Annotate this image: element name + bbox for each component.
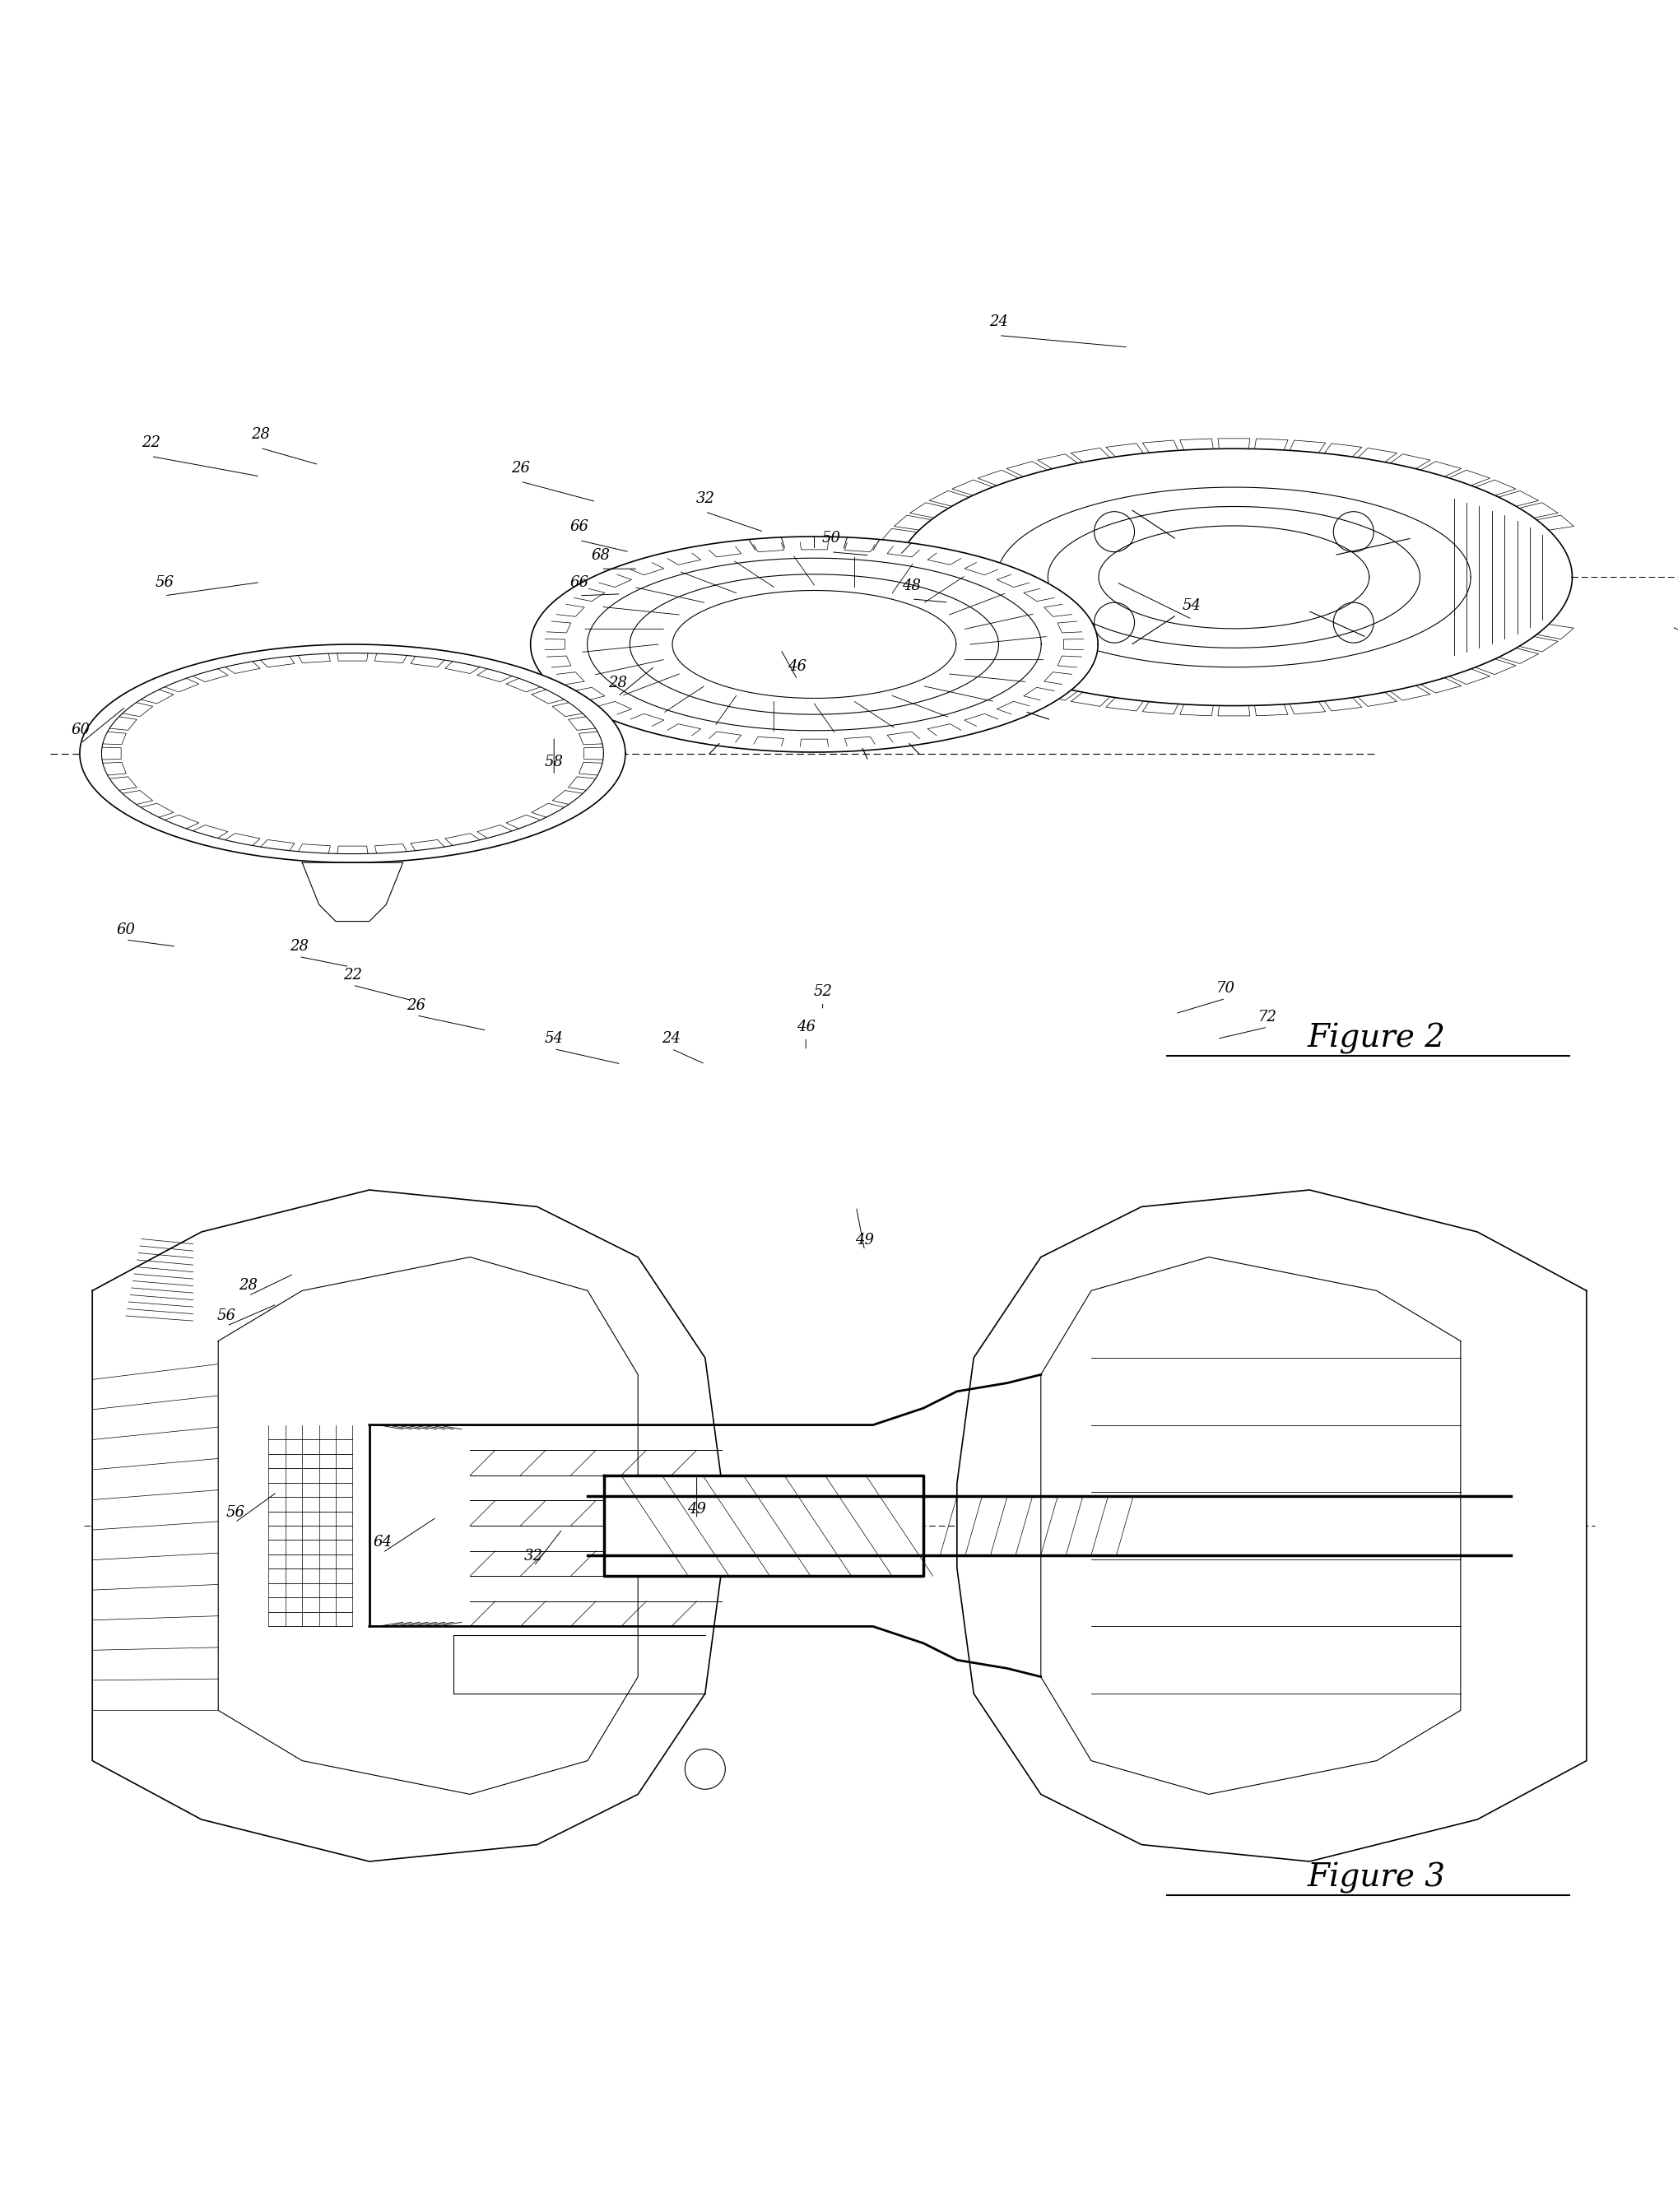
Polygon shape	[1040, 1256, 1460, 1794]
Text: 28: 28	[289, 940, 309, 953]
Text: 54: 54	[1181, 597, 1201, 613]
Text: 26: 26	[406, 998, 426, 1013]
Text: 60: 60	[70, 723, 91, 737]
Text: 28: 28	[607, 675, 628, 690]
Text: Figure 2: Figure 2	[1307, 1024, 1445, 1055]
Text: 28: 28	[250, 427, 270, 442]
Text: 32: 32	[695, 491, 715, 507]
Text: 56: 56	[154, 575, 175, 591]
Polygon shape	[530, 538, 1097, 752]
Text: 56: 56	[225, 1504, 245, 1520]
Text: 56: 56	[216, 1310, 237, 1323]
Text: 48: 48	[901, 577, 921, 593]
Text: 46: 46	[795, 1020, 816, 1035]
Text: 70: 70	[1215, 982, 1235, 995]
Text: 22: 22	[342, 967, 362, 982]
Text: 26: 26	[510, 460, 530, 476]
Text: 24: 24	[988, 314, 1008, 330]
Text: 28: 28	[238, 1279, 258, 1294]
Text: Figure 3: Figure 3	[1307, 1863, 1445, 1893]
Text: 24: 24	[661, 1031, 681, 1046]
Text: 66: 66	[569, 575, 589, 591]
Text: 54: 54	[544, 1031, 564, 1046]
Text: 64: 64	[373, 1535, 393, 1551]
Text: 50: 50	[821, 531, 841, 546]
Text: 60: 60	[116, 922, 136, 938]
Text: 66: 66	[569, 520, 589, 535]
Text: 49: 49	[854, 1232, 874, 1248]
Text: 72: 72	[1257, 1009, 1277, 1024]
Text: 46: 46	[787, 659, 807, 675]
Polygon shape	[896, 449, 1572, 706]
Text: 22: 22	[141, 436, 161, 451]
Polygon shape	[604, 1475, 923, 1575]
Text: 32: 32	[524, 1548, 544, 1564]
Text: 68: 68	[591, 549, 611, 562]
Text: 58: 58	[544, 754, 564, 770]
Polygon shape	[92, 1190, 722, 1863]
Polygon shape	[956, 1190, 1586, 1863]
Polygon shape	[218, 1256, 638, 1794]
Text: 49: 49	[686, 1502, 706, 1515]
Polygon shape	[81, 644, 624, 863]
Text: 52: 52	[812, 984, 832, 1000]
